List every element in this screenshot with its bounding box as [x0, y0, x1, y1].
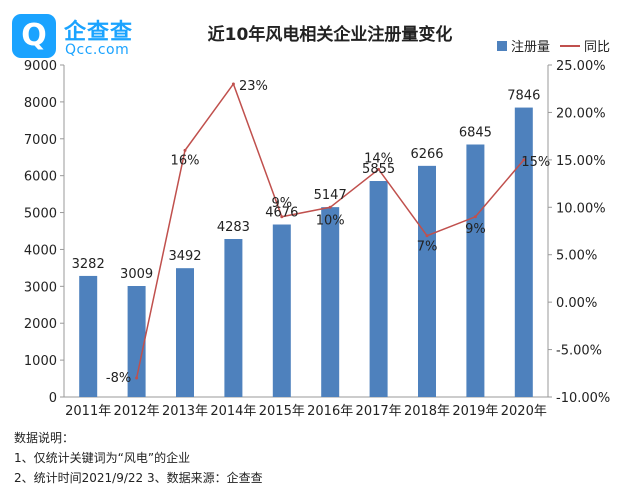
y-right-tick-label: 25.00% — [556, 59, 606, 74]
bar-value-label: 4676 — [265, 206, 298, 221]
bar-value-label: 3009 — [120, 267, 153, 282]
y-right-tick-label: -5.00% — [556, 344, 602, 359]
bar-value-label: 3492 — [168, 249, 201, 264]
y-left-tick-label: 2000 — [24, 317, 57, 332]
bar — [369, 181, 388, 397]
y-left-tick-label: 8000 — [24, 96, 57, 111]
bar — [466, 144, 485, 397]
bar — [321, 207, 340, 397]
x-tick-label: 2015年 — [259, 404, 305, 419]
x-tick-label: 2018年 — [404, 404, 450, 419]
x-tick-label: 2011年 — [65, 404, 111, 419]
y-left-tick-label: 1000 — [24, 354, 57, 369]
logo-brand-cn: 企查查 — [64, 20, 134, 45]
line-point — [328, 205, 332, 209]
y-right-tick-label: 10.00% — [556, 201, 606, 216]
data-notes: 数据说明： 1、仅统计关键词为“风电”的企业 2、统计时间2021/9/22 3… — [14, 428, 263, 488]
line-point — [522, 158, 526, 162]
bar — [272, 224, 291, 397]
chart-title: 近10年风电相关企业注册量变化 — [207, 25, 453, 45]
legend-bar-swatch — [496, 40, 507, 51]
notes-line-1: 1、仅统计关键词为“风电”的企业 — [14, 451, 191, 465]
bar — [176, 268, 194, 397]
line-point — [473, 215, 477, 219]
x-tick-label: 2014年 — [210, 404, 256, 419]
y-right-tick-label: 0.00% — [556, 296, 597, 311]
line-value-label: 9% — [465, 222, 486, 237]
legend-line-swatch — [559, 44, 580, 47]
bar — [79, 275, 98, 397]
y-left-tick-label: 7000 — [24, 133, 57, 148]
line-value-label: 7% — [417, 240, 438, 255]
x-tick-label: 2020年 — [501, 404, 547, 419]
chart-axes: 0 1000 2000 3000 4000 5000 6000 7000 8000 9000 -10… — [24, 59, 610, 419]
line-value-label: 16% — [171, 153, 200, 168]
notes-line-2: 2、统计时间2021/9/22 3、数据来源：企查查 — [14, 471, 263, 485]
bar — [224, 239, 243, 397]
chart-legend: 注册量 同比 — [496, 36, 610, 55]
line-series — [135, 82, 526, 380]
bar-value-label: 6266 — [410, 147, 443, 162]
bar-value-label: 4283 — [217, 220, 250, 235]
x-tick-label: 2016年 — [307, 404, 353, 419]
y-right-tick-label: -10.00% — [556, 391, 610, 406]
line-point — [183, 148, 187, 152]
line-value-label: 9% — [271, 196, 292, 211]
line-value-label: -8% — [106, 371, 131, 386]
line-value-label: 15% — [521, 155, 550, 170]
bar — [418, 165, 436, 397]
line-value-label: 23% — [239, 79, 268, 94]
bar-value-label: 3282 — [72, 257, 105, 272]
logo-brand-en: Qcc.com — [65, 42, 130, 58]
legend-label-yoy: 同比 — [583, 40, 610, 55]
y-left-tick-label: 5000 — [24, 207, 57, 222]
x-tick-label: 2013年 — [162, 404, 208, 419]
y-left-tick-label: 3000 — [24, 280, 57, 295]
y-right-tick-label: 5.00% — [556, 249, 597, 264]
x-tick-label: 2019年 — [452, 404, 498, 419]
line-point — [231, 82, 235, 86]
bar-value-label: 7846 — [507, 89, 540, 104]
line-point — [135, 376, 139, 380]
legend-label-registrations: 注册量 — [510, 40, 550, 55]
line-point — [280, 215, 284, 219]
x-tick-label: 2017年 — [356, 404, 402, 419]
bar — [514, 107, 533, 398]
qcc-q-logo-icon: Q — [12, 14, 56, 58]
bar — [127, 286, 146, 397]
qcc-logo: Q 企查查 Qcc.com — [12, 8, 142, 60]
notes-heading: 数据说明： — [14, 431, 75, 445]
y-right-tick-label: 20.00% — [556, 106, 606, 121]
chart-canvas: 0 1000 2000 3000 4000 5000 6000 7000 8000 9000 -10… — [24, 59, 610, 419]
y-right-tick-label: 15.00% — [556, 154, 606, 169]
y-left-tick-label: 4000 — [24, 243, 57, 258]
bar-value-label: 5147 — [314, 188, 347, 203]
y-left-tick-label: 9000 — [24, 59, 57, 74]
line-point — [425, 234, 429, 238]
line-value-label: 14% — [364, 151, 393, 166]
y-left-tick-label: 6000 — [24, 170, 57, 185]
bar-series — [79, 107, 533, 398]
line-point — [377, 167, 381, 171]
line-value-label: 10% — [316, 213, 345, 228]
x-tick-label: 2012年 — [114, 404, 160, 419]
y-left-tick-label: 0 — [49, 391, 57, 406]
bar-value-label: 5855 — [362, 162, 395, 177]
data-labels: 3282 3009 3492 4283 4676 5147 5855 6266 6845 7846… — [72, 79, 551, 386]
bar-value-label: 6845 — [459, 125, 492, 140]
